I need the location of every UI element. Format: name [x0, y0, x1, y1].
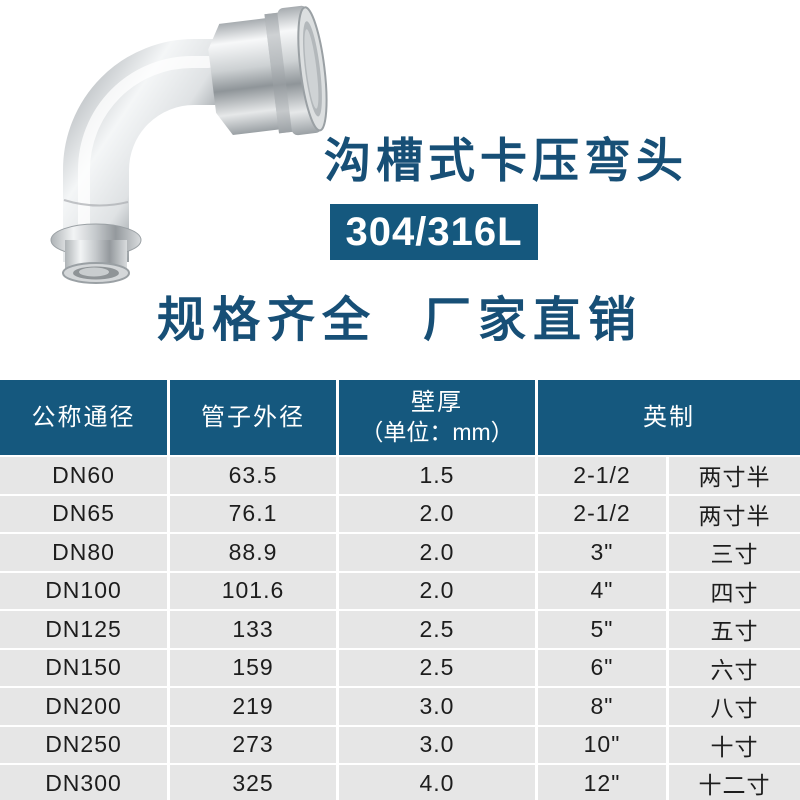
spec-cell-imperial-cn: 八寸: [669, 688, 800, 725]
spec-cell-wall: 2.0: [339, 572, 535, 609]
product-photo: [8, 0, 330, 292]
product-title: 沟槽式卡压弯头: [324, 134, 688, 187]
header-pipe-outer-diameter: 管子外径: [170, 380, 336, 455]
spec-cell-wall: 2.0: [339, 495, 535, 532]
spec-cell-wall: 3.0: [339, 688, 535, 725]
spec-cell-dn: DN300: [0, 765, 167, 800]
spec-cell-dn: DN60: [0, 457, 167, 494]
spec-cell-imperial: 2-1/2: [538, 457, 666, 494]
spec-cell-od: 133: [170, 611, 336, 648]
slogan: 规格齐全 厂家直销: [0, 297, 800, 345]
spec-cell-imperial: 8": [538, 688, 666, 725]
spec-cell-imperial: 3": [538, 534, 666, 571]
spec-cell-od: 159: [170, 649, 336, 686]
spec-cell-imperial: 4": [538, 572, 666, 609]
spec-cell-imperial-cn: 五寸: [669, 611, 800, 648]
slogan-left: 规格齐全: [156, 294, 377, 347]
header-nominal-diameter: 公称通径: [0, 380, 167, 455]
spec-cell-imperial-cn: 六寸: [669, 649, 800, 686]
spec-cell-imperial: 10": [538, 726, 666, 763]
spec-cell-dn: DN125: [0, 611, 167, 648]
spec-cell-imperial-cn: 十寸: [669, 726, 800, 763]
spec-cell-imperial-cn: 四寸: [669, 572, 800, 609]
spec-cell-od: 273: [170, 726, 336, 763]
spec-cell-dn: DN80: [0, 534, 167, 571]
spec-cell-imperial-cn: 三寸: [669, 534, 800, 571]
spec-cell-od: 219: [170, 688, 336, 725]
spec-cell-dn: DN65: [0, 495, 167, 532]
spec-cell-dn: DN100: [0, 572, 167, 609]
stainless-elbow-image: [50, 5, 328, 284]
slogan-right: 厂家直销: [423, 294, 644, 347]
spec-cell-dn: DN150: [0, 649, 167, 686]
spec-cell-imperial: 6": [538, 649, 666, 686]
spec-cell-imperial-cn: 十二寸: [669, 765, 800, 800]
spec-table: 公称通径 管子外径 壁厚 （单位：mm） 英制 DN60 63.5 1.5 2-1/2…: [0, 380, 800, 800]
spec-cell-imperial: 5": [538, 611, 666, 648]
spec-cell-od: 63.5: [170, 457, 336, 494]
spec-cell-wall: 1.5: [339, 457, 535, 494]
spec-cell-wall: 3.0: [339, 726, 535, 763]
spec-cell-wall: 4.0: [339, 765, 535, 800]
spec-cell-imperial: 2-1/2: [538, 495, 666, 532]
spec-cell-wall: 2.5: [339, 611, 535, 648]
spec-cell-wall: 2.0: [339, 534, 535, 571]
spec-cell-dn: DN250: [0, 726, 167, 763]
header-imperial: 英制: [538, 380, 800, 455]
spec-cell-imperial: 12": [538, 765, 666, 800]
header-wall-thickness-line1: 壁厚: [411, 389, 463, 417]
spec-cell-imperial-cn: 两寸半: [669, 495, 800, 532]
spec-cell-od: 88.9: [170, 534, 336, 571]
spec-cell-od: 325: [170, 765, 336, 800]
material-badge: 304/316L: [330, 204, 538, 260]
spec-cell-imperial-cn: 两寸半: [669, 457, 800, 494]
header-wall-thickness-line2: （单位：mm）: [360, 419, 514, 446]
spec-cell-wall: 2.5: [339, 649, 535, 686]
header-wall-thickness: 壁厚 （单位：mm）: [339, 380, 535, 455]
spec-cell-od: 101.6: [170, 572, 336, 609]
spec-cell-dn: DN200: [0, 688, 167, 725]
spec-cell-od: 76.1: [170, 495, 336, 532]
